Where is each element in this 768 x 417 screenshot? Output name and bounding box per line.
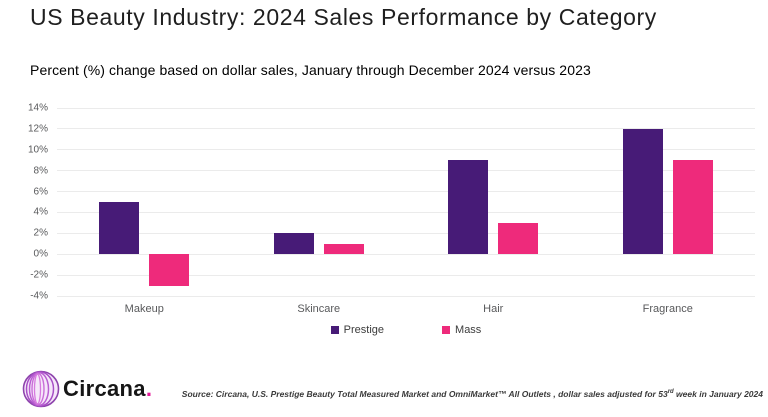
y-axis-tick-label: -4% — [30, 290, 48, 302]
legend-swatch-mass — [442, 326, 451, 334]
gridline — [57, 274, 755, 276]
y-axis-tick-label: 10% — [27, 144, 48, 156]
y-axis-tick-label: 6% — [33, 186, 48, 198]
legend-swatch-prestige — [330, 326, 339, 334]
legend-item-mass: Mass — [442, 324, 481, 336]
chart-legend: Prestige Mass — [57, 324, 755, 336]
x-axis-label-skincare: Skincare — [297, 303, 341, 315]
bar-prestige-hair — [448, 160, 489, 255]
gridline — [57, 170, 755, 172]
bar-prestige-fragrance — [622, 128, 663, 255]
y-axis-tick-label: 8% — [33, 165, 48, 177]
circana-logo-period: . — [145, 376, 153, 401]
plot-area: 14% 12% 10% 8% 6% 4% 2% 0% -2% -4% — [28, 103, 755, 302]
y-axis-tick-label: 14% — [27, 102, 48, 114]
x-axis-labels: Makeup Skincare Hair Fragrance — [57, 303, 755, 317]
source-note: Source: Circana, U.S. Prestige Beauty To… — [181, 389, 763, 399]
legend-label-mass: Mass — [455, 324, 482, 336]
bar-prestige-skincare — [273, 233, 314, 255]
bar-chart: 14% 12% 10% 8% 6% 4% 2% 0% -2% -4% Makeup Skincare… — [28, 103, 755, 336]
gridline — [57, 128, 755, 130]
circana-logo-icon — [22, 370, 60, 408]
gridline — [57, 149, 755, 151]
y-axis-tick-label: -2% — [30, 269, 48, 281]
gridline — [57, 191, 755, 193]
bar-mass-skincare — [323, 243, 364, 255]
y-axis-tick-label: 4% — [33, 206, 48, 218]
y-axis-tick-label: 0% — [33, 248, 48, 260]
gridline — [57, 232, 755, 234]
bar-mass-hair — [498, 222, 539, 255]
gridline — [57, 253, 755, 255]
gridline — [57, 211, 755, 213]
circana-logo-text: Circana. — [63, 376, 153, 401]
y-axis-tick-label: 12% — [27, 123, 48, 135]
legend-label-prestige: Prestige — [343, 324, 385, 336]
bar-mass-makeup — [149, 254, 190, 286]
legend-item-prestige: Prestige — [330, 324, 385, 336]
x-axis-label-hair: Hair — [483, 303, 504, 315]
x-axis-label-makeup: Makeup — [124, 303, 164, 315]
gridline — [57, 107, 755, 109]
y-axis-tick-label: 2% — [33, 227, 48, 239]
gridline — [57, 295, 755, 297]
page-title: US Beauty Industry: 2024 Sales Performan… — [30, 4, 657, 30]
bar-prestige-makeup — [99, 202, 140, 255]
bar-mass-fragrance — [672, 160, 713, 255]
x-axis-label-fragrance: Fragrance — [642, 303, 693, 315]
chart-subtitle: Percent (%) change based on dollar sales… — [30, 62, 591, 78]
circana-logo: Circana. — [21, 369, 152, 409]
